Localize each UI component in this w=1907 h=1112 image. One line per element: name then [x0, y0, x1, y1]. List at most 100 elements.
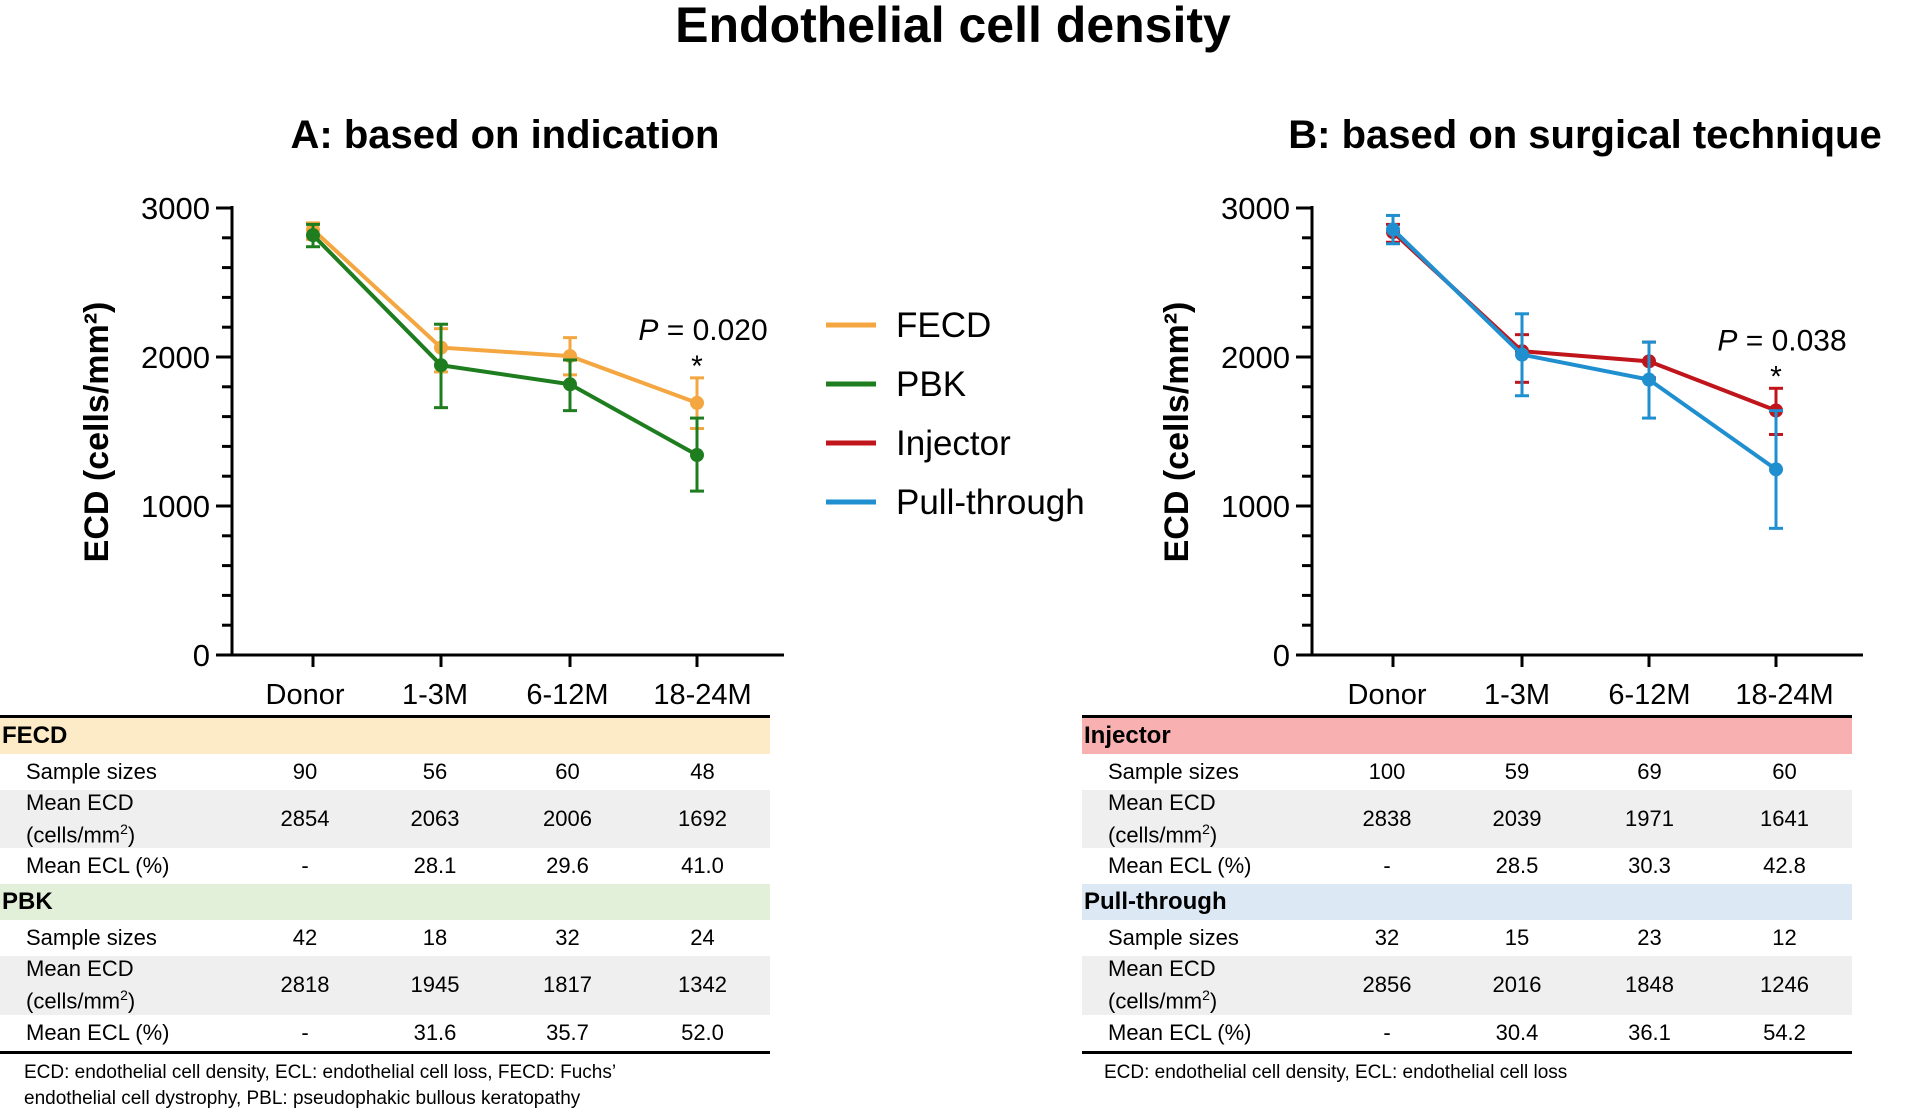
panel-a-table: Donor 1-3M 6-12M 18-24M FECD Sample size…	[0, 675, 770, 1054]
table-cell: -	[240, 1014, 370, 1054]
table-row: Mean ECL (%) - 28.1 29.6 41.0	[0, 848, 770, 884]
data-point	[434, 358, 448, 373]
series-line	[1391, 230, 1777, 413]
legend-label: Pull-through	[896, 483, 1085, 522]
p-value-annotation: P = 0.020	[638, 314, 767, 347]
table-header-cell: 6-12M	[526, 678, 609, 711]
table-header-blank	[0, 675, 240, 717]
table-cell: 1945	[370, 956, 500, 1015]
table-row: Sample sizes 32 15 23 12	[1082, 920, 1852, 956]
series-line	[1391, 228, 1778, 471]
series-pull-through	[1386, 213, 1783, 530]
row-label: Mean ECD (cells/mm2)	[0, 790, 240, 849]
table-row: Sample sizes 90 56 60 48	[0, 754, 770, 790]
table-cell: 12	[1772, 925, 1797, 951]
table-cell: 69	[1637, 759, 1662, 784]
table-cell: 1342	[635, 956, 770, 1015]
table-cell: 31.6	[370, 1014, 500, 1054]
row-label: Mean ECL (%)	[0, 1014, 240, 1054]
table-row: Mean ECD (cells/mm2) 2854 2063 2006 1692	[0, 790, 770, 849]
table-cell: 1848	[1582, 956, 1717, 1015]
table-cell: 2854	[240, 790, 370, 849]
row-label: Mean ECL (%)	[26, 853, 170, 879]
y-tick-label: 1000	[1221, 489, 1290, 524]
table-cell: 32	[1374, 925, 1400, 951]
row-label: Sample sizes	[26, 759, 157, 784]
data-point	[563, 377, 577, 392]
table-cell: 60	[1772, 759, 1797, 784]
table-cell: 2063	[370, 790, 500, 849]
table-cell: 15	[1504, 925, 1530, 951]
chart-panel-b: B: based on surgical technique 0 1000 2000 3…	[1158, 113, 1882, 673]
table-row: Sample sizes 100 59 69 60	[1082, 754, 1852, 790]
y-tick-label: 3000	[1221, 191, 1290, 226]
table-cell: 90	[292, 759, 318, 784]
p-value-annotation: P = 0.038	[1717, 324, 1846, 357]
table-cell: 29.6	[546, 853, 589, 879]
row-label-line1: Mean ECD	[1108, 790, 1216, 815]
row-label: Mean ECD (cells/mm2)	[1082, 790, 1322, 849]
data-point	[1386, 222, 1400, 237]
p-value: = 0.020	[658, 314, 767, 347]
legend-label: Injector	[896, 424, 1011, 463]
row-label-line1: Mean ECD	[26, 790, 134, 815]
table-cell: 1246	[1717, 956, 1852, 1015]
table-cell: -	[301, 853, 309, 879]
table-cell: 56	[422, 759, 448, 784]
data-point	[690, 395, 704, 410]
y-tick-label: 0	[1273, 638, 1290, 673]
figure-title: Endothelial cell density	[675, 0, 1231, 53]
table-header-blank	[1082, 675, 1322, 717]
footnote-a-line2: endothelial cell dystrophy, PBL: pseudop…	[24, 1088, 581, 1109]
data-point	[1642, 372, 1656, 387]
table-cell: 2039	[1452, 790, 1582, 849]
table-cell: 2838	[1322, 790, 1452, 849]
table-header-cell: Donor	[265, 678, 345, 711]
table-cell: 2856	[1322, 956, 1452, 1015]
y-tick-label: 1000	[141, 489, 210, 524]
row-label: Mean ECD (cells/mm2)	[0, 956, 240, 1015]
table-cell: 59	[1504, 759, 1530, 784]
row-label-line1: Mean ECD	[26, 956, 134, 982]
series-line	[311, 233, 698, 457]
p-label: P	[638, 314, 658, 347]
table-cell: 52.0	[635, 1014, 770, 1054]
table-cell: 54.2	[1717, 1014, 1852, 1054]
table-cell: 41.0	[681, 853, 724, 879]
table-row: Mean ECD (cells/mm2) 2856 2016 1848 1246	[1082, 956, 1852, 1015]
row-label-line2: (cells/mm	[1108, 822, 1203, 848]
data-point	[690, 448, 704, 463]
row-label-line2: (cells/mm	[26, 822, 121, 848]
table-cell: 1817	[500, 956, 635, 1015]
p-label: P	[1717, 324, 1737, 357]
row-label-line1: Mean ECD	[1108, 956, 1216, 982]
table-cell: 30.3	[1628, 853, 1671, 879]
footnote-b: ECD: endothelial cell density, ECL: endo…	[1104, 1060, 1567, 1086]
legend-label: FECD	[896, 306, 991, 345]
y-axis-label: ECD (cells/mm²)	[78, 302, 116, 563]
p-value: = 0.038	[1737, 324, 1846, 357]
table-cell: 28.1	[413, 853, 457, 879]
table-header-cell: 18-24M	[1735, 678, 1834, 711]
chart-panel-a: A: based on indication 0 1000 2000 3000 ECD (…	[78, 113, 784, 673]
table-cell: 2016	[1452, 956, 1582, 1015]
table-header-cell: 18-24M	[653, 678, 752, 711]
table-row: Mean ECD (cells/mm2) 2818 1945 1817 1342	[0, 956, 770, 1015]
footnote-a: ECD: endothelial cell density, ECL: endo…	[24, 1060, 616, 1112]
table-header-cell: 1-3M	[1483, 678, 1551, 711]
table-header-cell: 6-12M	[1608, 678, 1691, 711]
row-label-line2: (cells/mm	[1108, 988, 1203, 1014]
panel-title: A: based on indication	[291, 113, 720, 157]
y-tick-label: 2000	[1221, 340, 1290, 375]
table-cell: 1641	[1717, 790, 1852, 849]
table-cell: 1971	[1582, 790, 1717, 849]
panel-b-table: Donor 1-3M 6-12M 18-24M Injector Sample …	[1082, 675, 1852, 1054]
table-header-cell: 1-3M	[401, 678, 469, 711]
series-line	[311, 228, 698, 405]
table-header-cell: Donor	[1347, 678, 1427, 711]
row-label: Mean ECL (%)	[1108, 853, 1252, 879]
row-label: Sample sizes	[26, 925, 157, 951]
group-label-fecd: FECD	[0, 715, 770, 754]
data-point	[1769, 462, 1783, 477]
